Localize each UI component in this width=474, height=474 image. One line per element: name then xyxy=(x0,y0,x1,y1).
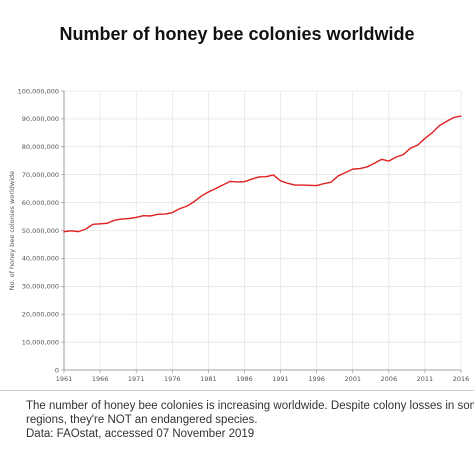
y-tick-label: 100,000,000 xyxy=(18,87,59,95)
x-tick-label: 1981 xyxy=(200,375,217,383)
caption-line: The number of honey bee colonies is incr… xyxy=(26,400,474,412)
x-tick-label: 1976 xyxy=(164,375,181,383)
y-tick-label: 80,000,000 xyxy=(22,143,59,151)
x-tick-label: 1996 xyxy=(308,375,325,383)
x-tick-label: 1991 xyxy=(272,375,289,383)
divider xyxy=(0,390,474,391)
x-tick-label: 1966 xyxy=(92,375,109,383)
x-tick-label: 2001 xyxy=(344,375,361,383)
x-axis-ticks: 1961 1966 1971 1976 1981 1986 1991 1996 2001 2006… xyxy=(56,370,470,383)
y-tick-label: 40,000,000 xyxy=(22,255,59,263)
series-line xyxy=(63,115,462,233)
gridlines xyxy=(63,90,462,370)
caption: The number of honey bee colonies is incr… xyxy=(26,399,474,441)
x-tick-label: 2006 xyxy=(381,375,398,383)
x-tick-label: 2016 xyxy=(453,375,470,383)
y-tick-label: 90,000,000 xyxy=(22,115,59,123)
x-tick-label: 1986 xyxy=(236,375,253,383)
plot-area xyxy=(63,115,462,233)
line-chart: 0 10,000,000 20,000,000 30,000,000 40,000,00… xyxy=(8,87,470,383)
page-title: Number of honey bee colonies worldwide xyxy=(59,24,415,44)
y-tick-label: 0 xyxy=(55,366,59,374)
y-tick-label: 20,000,000 xyxy=(22,311,59,319)
y-axis-title: No. of honey bee colonies worldwide xyxy=(8,171,16,290)
x-tick-label: 1971 xyxy=(128,375,145,383)
caption-line: regions, they're NOT an endangered speci… xyxy=(26,414,258,426)
x-tick-label: 2011 xyxy=(417,375,434,383)
y-tick-label: 50,000,000 xyxy=(22,227,59,235)
y-tick-label: 70,000,000 xyxy=(22,171,59,179)
x-tick-label: 1961 xyxy=(56,375,73,383)
y-axis-ticks: 0 10,000,000 20,000,000 30,000,000 40,000,00… xyxy=(18,87,64,374)
y-tick-label: 10,000,000 xyxy=(22,338,59,346)
y-tick-label: 60,000,000 xyxy=(22,199,59,207)
y-tick-label: 30,000,000 xyxy=(22,283,59,291)
caption-line: Data: FAOstat, accessed 07 November 2019 xyxy=(26,428,255,440)
